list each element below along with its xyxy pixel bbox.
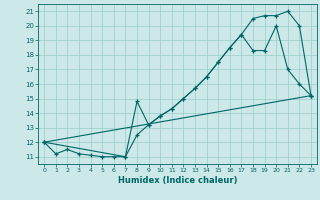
X-axis label: Humidex (Indice chaleur): Humidex (Indice chaleur) xyxy=(118,176,237,185)
